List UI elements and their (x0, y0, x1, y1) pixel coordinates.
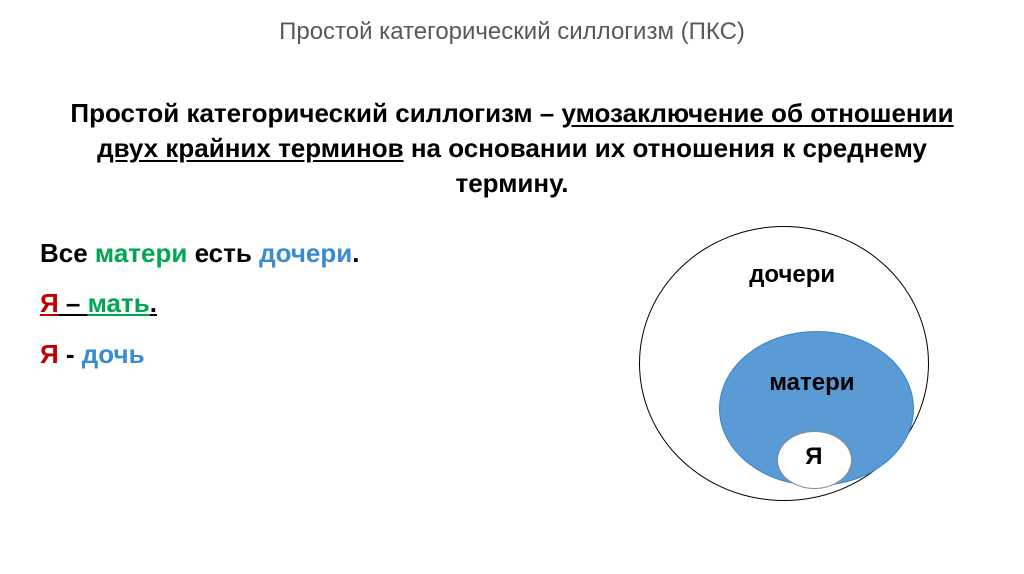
syllogism-block: Все матери есть дочери. Я – мать. Я - до… (40, 221, 559, 382)
premise-2-middle-term: мать (88, 288, 150, 318)
premise-2-dot: . (150, 288, 157, 318)
conclusion: Я - дочь (40, 332, 559, 376)
premise-1-middle-term: матери (95, 238, 187, 268)
inner-circle-label: Я (805, 443, 822, 471)
premise-1-part5: . (352, 238, 359, 268)
definition-prefix: Простой категорический силлогизм – (70, 98, 561, 128)
premise-1-major-term: дочери (259, 238, 352, 268)
euler-diagram: дочери матери Я (559, 221, 984, 521)
page-title: Простой категорический силлогизм (ПКС) (0, 0, 1024, 56)
content-row: Все матери есть дочери. Я – мать. Я - до… (0, 221, 1024, 521)
premise-2: Я – мать. (40, 281, 559, 325)
outer-circle-label: дочери (749, 261, 835, 289)
premise-1-part1: Все (40, 238, 95, 268)
premise-2-dash: – (59, 288, 88, 318)
definition-suffix: на основании их отношения к среднему тер… (404, 133, 927, 198)
definition-text: Простой категорический силлогизм – умоза… (0, 56, 1024, 221)
premise-2-minor-term: Я (40, 288, 59, 318)
conclusion-major-term: дочь (82, 339, 145, 369)
premise-1: Все матери есть дочери. (40, 231, 559, 275)
conclusion-minor-term: Я (40, 339, 59, 369)
mid-circle-label: матери (769, 369, 854, 397)
premise-1-part3: есть (187, 238, 259, 268)
conclusion-dash: - (59, 339, 82, 369)
